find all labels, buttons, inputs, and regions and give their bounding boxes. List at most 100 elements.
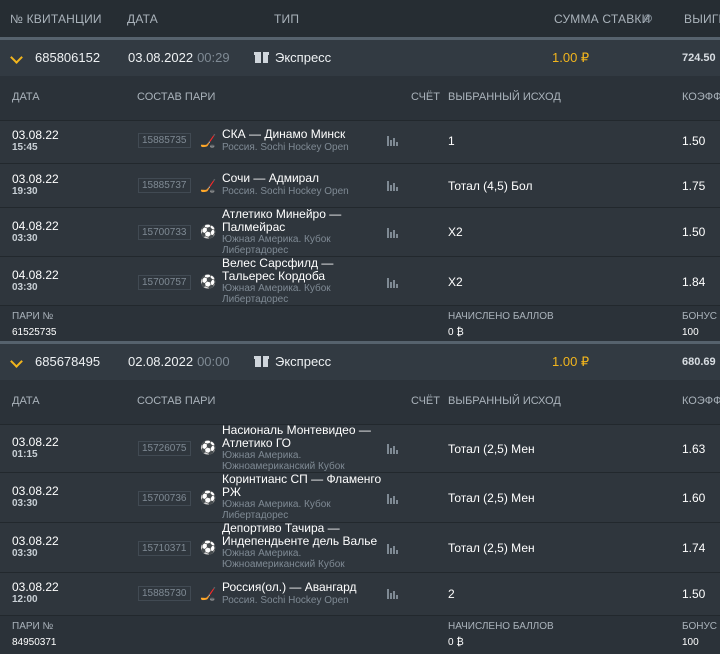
event-date: 03.08.22 [12, 580, 59, 594]
stats-icon[interactable] [387, 181, 399, 191]
events-col-pairs: СОСТАВ ПАРИ [137, 395, 216, 407]
bet-no-label: ПАРИ № [12, 621, 54, 632]
event-outcome: Тотал (2,5) Мен [448, 541, 535, 555]
gift-icon [254, 51, 269, 63]
event-time: 03:30 [12, 233, 38, 244]
col-stake[interactable]: СУММА СТАВКИ [554, 12, 651, 26]
event-teams[interactable]: Велес Сарсфилд — Тальерес Кордоба [222, 256, 334, 283]
stats-icon[interactable] [387, 278, 399, 288]
ticket-row[interactable]: 685806152 03.08.2022 00:29 Экспресс 1.00 … [0, 37, 720, 76]
event-row[interactable]: 03.08.22 01:15 15726075 ⚽ Насиональ Монт… [0, 424, 720, 472]
col-ticket-number[interactable]: № КВИТАНЦИИ [10, 12, 102, 26]
col-date[interactable]: ДАТА [127, 12, 158, 26]
event-date: 04.08.22 [12, 219, 59, 233]
soccer-ball-icon: ⚽ [200, 274, 217, 289]
ticket-date: 03.08.2022 00:29 [128, 50, 230, 65]
event-coef: 1.75 [682, 179, 706, 193]
chevron-down-icon[interactable] [10, 355, 23, 368]
event-id: 15700757 [138, 275, 191, 290]
events-col-date: ДАТА [12, 91, 40, 103]
event-coef: 1.84 [682, 275, 706, 289]
event-row[interactable]: 03.08.22 19:30 15885737 🏒 Сочи — Адмирал… [0, 163, 720, 207]
ticket-footer: ПАРИ № 84950371 НАЧИСЛЕНО БАЛЛОВ 0 ₿ БОН… [0, 615, 720, 654]
event-time: 01:15 [12, 449, 38, 460]
stats-icon[interactable] [387, 544, 399, 554]
ticket-type: Экспресс [275, 354, 332, 369]
bonus-value: 100 [682, 637, 699, 648]
events-col-score: СЧЁТ [411, 395, 440, 407]
event-date: 03.08.22 [12, 172, 59, 186]
stats-icon[interactable] [387, 444, 399, 454]
event-teams[interactable]: Насиональ Монтевидео — Атлетико ГО [222, 423, 371, 450]
ticket-win: 680.69 [682, 356, 716, 368]
event-league: Южная Америка. Кубок Либертадорес [222, 234, 331, 256]
ticket-footer: ПАРИ № 61525735 НАЧИСЛЕНО БАЛЛОВ 0 ₿ БОН… [0, 305, 720, 342]
points-label: НАЧИСЛЕНО БАЛЛОВ [448, 311, 554, 322]
event-teams[interactable]: Россия(ол.) — Авангард [222, 580, 357, 594]
event-row[interactable]: 03.08.22 15:45 15885735 🏒 СКА — Динамо М… [0, 120, 720, 163]
event-outcome: X2 [448, 225, 463, 239]
event-row[interactable]: 04.08.22 03:30 15700757 ⚽ Велес Сарсфилд… [0, 256, 720, 306]
events-col-date: ДАТА [12, 395, 40, 407]
soccer-ball-icon: ⚽ [200, 224, 217, 239]
event-league: Южная Америка. Южноамериканский Кубок [222, 450, 345, 472]
col-type[interactable]: ТИП [274, 12, 300, 26]
event-teams[interactable]: Депортиво Тачира — Индепендьенте дель Ва… [222, 521, 378, 548]
event-teams[interactable]: Коринтианс СП — Фламенго РЖ [222, 472, 382, 499]
event-date: 03.08.22 [12, 435, 59, 449]
event-date: 03.08.22 [12, 534, 59, 548]
events-col-outcome: ВЫБРАННЫЙ ИСХОД [448, 91, 561, 103]
stats-icon[interactable] [387, 136, 399, 146]
ticket-row[interactable]: 685678495 02.08.2022 00:00 Экспресс 1.00 … [0, 341, 720, 380]
ticket-type: Экспресс [275, 50, 332, 65]
event-row[interactable]: 04.08.22 03:30 15700733 ⚽ Атлетико Миней… [0, 207, 720, 256]
event-time: 12:00 [12, 594, 38, 605]
stats-icon[interactable] [387, 589, 399, 599]
event-teams[interactable]: Атлетико Минейро — Палмейрас [222, 207, 342, 234]
soccer-ball-icon: ⚽ [200, 540, 217, 555]
points-label: НАЧИСЛЕНО БАЛЛОВ [448, 621, 554, 632]
bonus-label: БОНУС [682, 311, 718, 322]
event-outcome: Тотал (4,5) Бол [448, 179, 533, 193]
event-coef: 1.50 [682, 587, 706, 601]
event-teams[interactable]: СКА — Динамо Минск [222, 127, 346, 141]
ticket-number: 685678495 [35, 354, 101, 369]
event-row[interactable]: 03.08.22 03:30 15710371 ⚽ Депортиво Тачи… [0, 522, 720, 572]
events-header: ДАТА СОСТАВ ПАРИ СЧЁТ ВЫБРАННЫЙ ИСХОД КО… [0, 380, 720, 425]
col-win[interactable]: ВЫИГР [684, 12, 720, 26]
event-teams[interactable]: Сочи — Адмирал [222, 171, 320, 185]
bet-no-value: 84950371 [12, 637, 57, 648]
hockey-icon: 🏒 [200, 178, 217, 193]
event-league: Южная Америка. Кубок Либертадорес [222, 499, 331, 521]
event-time: 15:45 [12, 142, 38, 153]
event-league: Россия. Sochi Hockey Open [222, 186, 349, 197]
event-id: 15885730 [138, 586, 191, 601]
event-outcome: Тотал (2,5) Мен [448, 491, 535, 505]
ticket-number: 685806152 [35, 50, 101, 65]
hide-eye-icon[interactable]: ⊘ [643, 11, 654, 25]
events-col-coef: КОЭФФ [682, 91, 720, 103]
event-date: 04.08.22 [12, 268, 59, 282]
chevron-down-icon[interactable] [10, 51, 23, 64]
hockey-icon: 🏒 [200, 586, 217, 601]
event-time: 19:30 [12, 186, 38, 197]
event-row[interactable]: 03.08.22 12:00 15885730 🏒 Россия(ол.) — … [0, 572, 720, 615]
soccer-ball-icon: ⚽ [200, 440, 217, 455]
event-outcome: Тотал (2,5) Мен [448, 442, 535, 456]
event-row[interactable]: 03.08.22 03:30 15700736 ⚽ Коринтианс СП … [0, 472, 720, 522]
events-col-outcome: ВЫБРАННЫЙ ИСХОД [448, 395, 561, 407]
event-id: 15885737 [138, 178, 191, 193]
event-time: 03:30 [12, 498, 38, 509]
stats-icon[interactable] [387, 228, 399, 238]
bonus-label: БОНУС [682, 621, 718, 632]
event-id: 15710371 [138, 541, 191, 556]
event-id: 15726075 [138, 441, 191, 456]
event-coef: 1.74 [682, 541, 706, 555]
stats-icon[interactable] [387, 494, 399, 504]
event-league: Южная Америка. Кубок Либертадорес [222, 283, 331, 305]
bet-no-value: 61525735 [12, 327, 57, 338]
event-coef: 1.50 [682, 225, 706, 239]
ticket-win: 724.50 [682, 52, 716, 64]
event-outcome: X2 [448, 275, 463, 289]
event-league: Россия. Sochi Hockey Open [222, 142, 349, 153]
